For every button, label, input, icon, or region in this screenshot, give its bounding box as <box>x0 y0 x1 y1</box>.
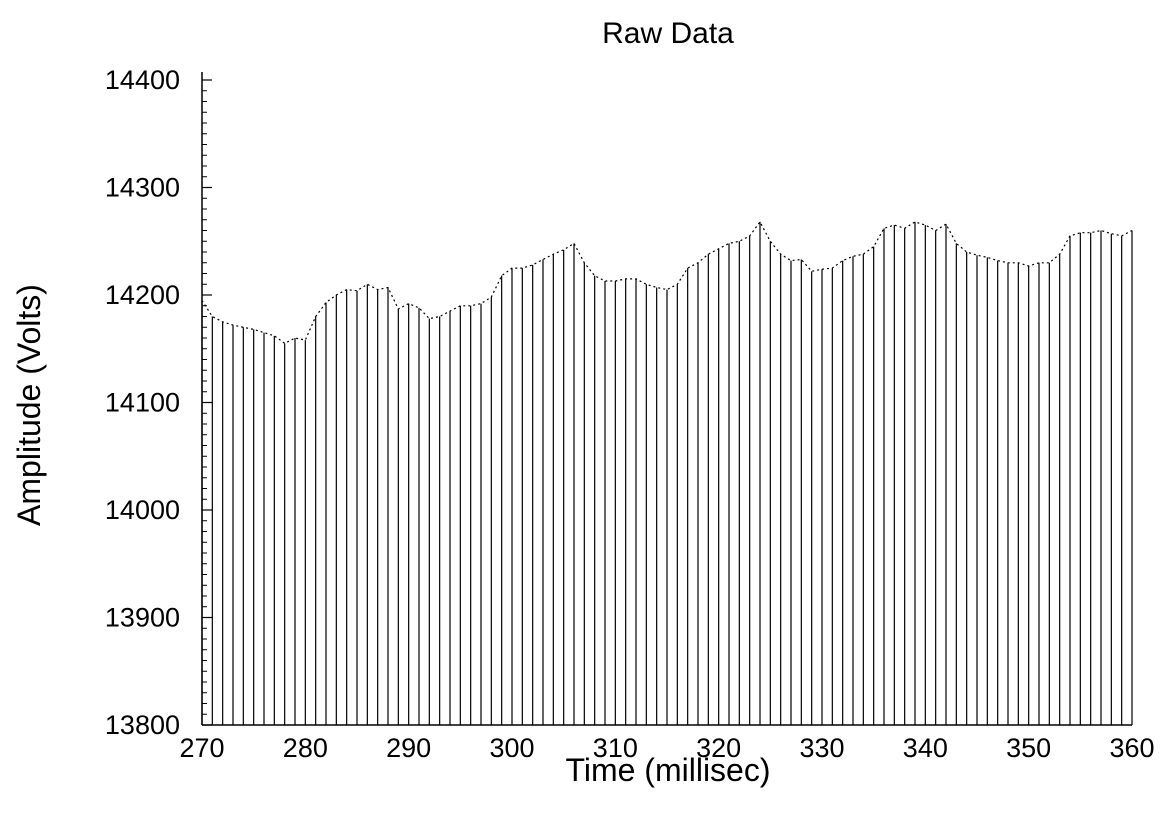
x-axis-label: Time (millisec) <box>565 752 770 788</box>
chart-title: Raw Data <box>602 17 734 50</box>
y-tick-label: 13900 <box>105 603 180 633</box>
x-tick-label: 320 <box>696 733 741 763</box>
x-tick-label: 300 <box>489 733 534 763</box>
x-tick-label: 330 <box>799 733 844 763</box>
y-axis-label: Amplitude (Volts) <box>11 284 47 526</box>
x-tick-label: 270 <box>179 733 224 763</box>
y-tick-label: 14200 <box>105 280 180 310</box>
y-ticks: 13800 13900 14000 14100 14200 14300 14400 <box>105 65 212 740</box>
y-tick-label: 14400 <box>105 65 180 95</box>
x-tick-label: 340 <box>903 733 948 763</box>
x-tick-label: 310 <box>593 733 638 763</box>
x-tick-label: 280 <box>283 733 328 763</box>
x-ticks: 270 280 290 300 310 320 330 340 350 360 <box>179 733 1154 763</box>
y-tick-label: 14000 <box>105 495 180 525</box>
y-tick-label: 14300 <box>105 173 180 203</box>
x-tick-label: 360 <box>1109 733 1154 763</box>
x-tick-label: 290 <box>386 733 431 763</box>
y-tick-label: 14100 <box>105 388 180 418</box>
x-tick-label: 350 <box>1006 733 1051 763</box>
y-tick-label: 13800 <box>105 710 180 740</box>
data-stems <box>201 221 1133 725</box>
